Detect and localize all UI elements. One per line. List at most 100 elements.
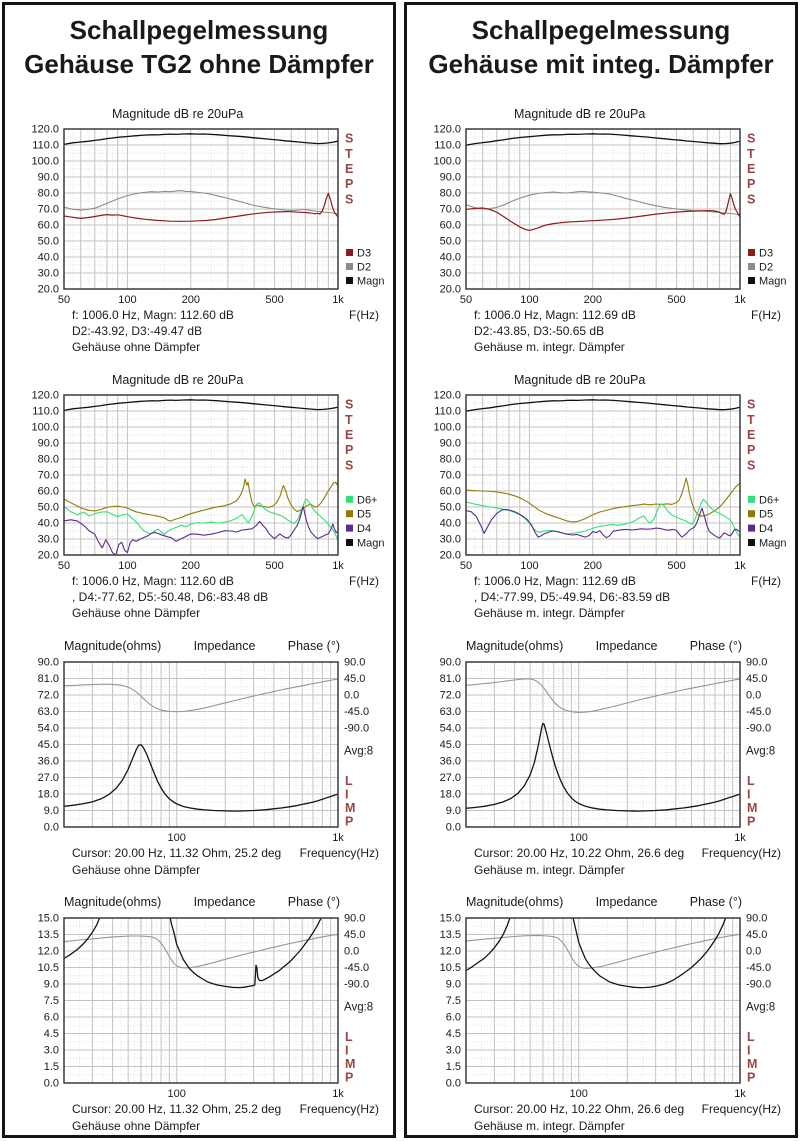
y-tick-label: 45.0: [38, 739, 59, 751]
chart-title: Impedance: [595, 639, 658, 653]
y-tick-label: 36.0: [440, 756, 461, 768]
y-axis-title: Magnitude(ohms): [466, 639, 564, 653]
y-tick-label: 13.5: [38, 929, 59, 941]
program-name-letter: L: [345, 1030, 353, 1044]
chart-canvas: 120.0 110.0 100.0 90.0 80.0 70.0 60.0 50.0 40.0 3…: [433, 390, 786, 573]
x-tick-label: 100: [570, 832, 588, 844]
avg-label: Avg:8: [344, 1001, 373, 1013]
y-tick-label: 0.0: [446, 822, 461, 834]
y-tick-label: 30.0: [440, 268, 461, 280]
legend-label: D3: [759, 248, 773, 260]
y-tick-label: 20.0: [38, 284, 59, 296]
chart-annotations: f: 1006.0 Hz, Magn: 112.69 dB F(Hz) D2:-4…: [474, 307, 795, 355]
program-name-letter: L: [345, 774, 353, 788]
series-Impedance: [64, 918, 322, 989]
program-name-letter: S: [345, 132, 353, 146]
legend-swatch: [346, 277, 353, 284]
chart-impedance: Magnitude(ohms) Impedance Phase (°) 90.0…: [8, 639, 393, 879]
program-name-letter: L: [747, 774, 755, 788]
y-tick-label: 100.0: [433, 422, 461, 434]
legend-label: D4: [759, 523, 773, 535]
y-tick-label: 120.0: [433, 390, 461, 402]
y-tick-label: 72.0: [38, 690, 59, 702]
series-D6+: [64, 498, 338, 542]
chart-caption: Gehäuse ohne Dämpfer: [72, 606, 201, 620]
chart-plot: 120.0 110.0 100.0 90.0 80.0 70.0 60.0 50.0 40.0 3…: [410, 123, 795, 307]
chart-canvas: 120.0 110.0 100.0 90.0 80.0 70.0 60.0 50.0 40.0 3…: [433, 124, 786, 307]
x-tick-label: 100: [118, 560, 136, 572]
y-tick-label: 70.0: [38, 204, 59, 216]
y-tick-label: 7.5: [446, 995, 461, 1007]
right-tick-label: 0.0: [746, 946, 761, 958]
cursor-readout: Cursor: 20.00 Hz, 10.22 Ohm, 26.6 deg: [474, 1102, 685, 1116]
right-tick-label: 90.0: [746, 657, 767, 669]
y-tick-label: 60.0: [38, 220, 59, 232]
x-tick-label: 200: [584, 294, 602, 306]
cursor-readout: f: 1006.0 Hz, Magn: 112.60 dB: [72, 308, 234, 322]
y-tick-label: 110.0: [434, 406, 461, 418]
chart-canvas: 15.0 13.5 12.0 10.5 9.0 7.5 6.0 4.5 3.0 1.5 0.0 90.…: [38, 913, 374, 1101]
y-tick-label: 70.0: [38, 470, 59, 482]
program-name-letter: S: [345, 192, 353, 206]
right-tick-label: -45.0: [746, 706, 771, 718]
legend-label: D5: [357, 509, 371, 521]
y-tick-label: 1.5: [44, 1061, 59, 1073]
program-name-letter: T: [747, 413, 755, 427]
chart-header: Magnitude dB re 20uPa: [64, 373, 388, 389]
series-Magn: [466, 133, 740, 146]
y-tick-label: 15.0: [38, 913, 59, 925]
chart-canvas: 90.0 81.0 72.0 63.0 54.0 45.0 36.0 27.0 18.0 9.0 0…: [440, 657, 776, 845]
series-Phase: [64, 678, 338, 713]
legend-swatch: [748, 495, 755, 503]
right-tick-label: -90.0: [344, 723, 369, 735]
chart-plot: 120.0 110.0 100.0 90.0 80.0 70.0 60.0 50.0 40.0 3…: [8, 123, 393, 307]
legend-swatch: [346, 249, 353, 256]
chart-title: Impedance: [595, 895, 658, 909]
program-name-letter: E: [345, 162, 353, 176]
y-tick-label: 9.0: [446, 979, 461, 991]
y-tick-label: 30.0: [38, 534, 59, 546]
right-tick-label: 0.0: [746, 690, 761, 702]
chart-title: Impedance: [193, 639, 256, 653]
cursor-readout: f: 1006.0 Hz, Magn: 112.69 dB: [474, 574, 636, 588]
program-name-letter: I: [345, 787, 348, 801]
legend-swatch: [748, 510, 755, 518]
chart-caption: Gehäuse ohne Dämpfer: [72, 340, 201, 354]
series-Magn: [466, 399, 740, 412]
legend-label: D2: [357, 262, 371, 274]
y-tick-label: 81.0: [38, 673, 59, 685]
chart-caption: Gehäuse ohne Dämpfer: [72, 1119, 201, 1133]
chart-annotations: Cursor: 20.00 Hz, 10.22 Ohm, 26.6 deg Fre…: [474, 845, 795, 879]
x-tick-label: 50: [460, 294, 472, 306]
y-tick-label: 70.0: [440, 470, 461, 482]
program-name-letter: L: [747, 1030, 755, 1044]
legend-label: D6+: [357, 494, 378, 506]
y-tick-label: 15.0: [440, 913, 461, 925]
charts-column: Magnitude dB re 20uPa 120.0 110.0 100.0 90.…: [407, 107, 795, 1135]
program-name-letter: T: [345, 147, 353, 161]
right-axis-title: Phase (°): [689, 639, 742, 653]
legend-label: D6+: [759, 494, 780, 506]
y-tick-label: 4.5: [446, 1028, 461, 1040]
panel-title-line2: Gehäuse mit integ. Dämpfer: [428, 49, 774, 79]
program-name-letter: P: [345, 443, 353, 457]
legend-swatch: [748, 249, 755, 256]
x-tick-label: 50: [460, 560, 472, 572]
x-tick-label: 50: [58, 560, 70, 572]
y-axis-title: Magnitude(ohms): [64, 639, 162, 653]
y-tick-label: 10.5: [38, 962, 59, 974]
program-name-letter: P: [345, 177, 353, 191]
x-axis-label: Frequency(Hz): [701, 846, 781, 860]
y-tick-label: 90.0: [440, 438, 461, 450]
chart-annotations: f: 1006.0 Hz, Magn: 112.69 dB F(Hz) , D4:…: [474, 573, 795, 621]
x-tick-label: 1k: [332, 832, 344, 844]
chart-canvas: 120.0 110.0 100.0 90.0 80.0 70.0 60.0 50.0 40.0 3…: [31, 124, 384, 307]
legend-label: D5: [759, 509, 773, 521]
x-tick-label: 500: [265, 560, 283, 572]
harmonics-readout: , D4:-77.62, D5:-50.48, D6:-83.48 dB: [72, 590, 269, 604]
legend-label: D4: [357, 523, 371, 535]
y-tick-label: 90.0: [38, 172, 59, 184]
x-tick-label: 1k: [332, 1088, 344, 1100]
series-D3: [64, 192, 338, 222]
